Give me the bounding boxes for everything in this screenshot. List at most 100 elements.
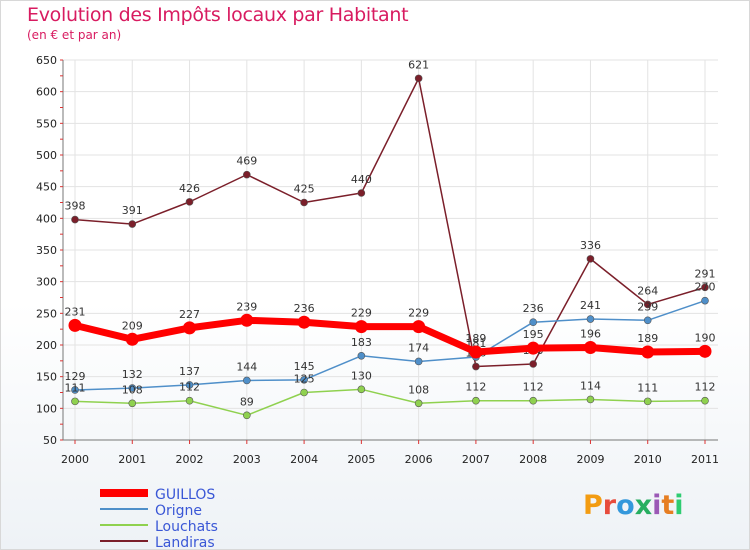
y-tick-label: 200 — [36, 339, 57, 352]
data-label-guillos: 189 — [637, 332, 658, 345]
series-line-origne — [74, 299, 706, 391]
data-point-origne — [586, 315, 595, 323]
data-label-louchats: 112 — [465, 381, 486, 394]
x-tick-label: 2002 — [176, 453, 204, 466]
data-label-louchats: 112 — [695, 381, 716, 394]
data-label-louchats: 108 — [408, 383, 429, 396]
y-tick-label: 350 — [36, 244, 57, 257]
logo-letter: i — [674, 490, 684, 521]
y-tick-label: 500 — [36, 149, 57, 162]
data-label-landiras: 621 — [408, 58, 429, 71]
data-point-louchats — [300, 388, 308, 397]
data-label-guillos: 209 — [122, 319, 143, 332]
data-point-louchats — [643, 397, 652, 406]
legend-label-landiras: Landiras — [155, 535, 215, 550]
data-label-guillos: 196 — [580, 328, 601, 341]
data-point-louchats — [71, 397, 79, 406]
series-line-landiras — [74, 77, 706, 368]
chart-title: Evolution des Impôts locaux par Habitant — [27, 4, 409, 26]
x-tick-label: 2004 — [290, 453, 318, 466]
data-label-origne: 174 — [408, 341, 429, 354]
data-point-louchats — [243, 411, 251, 420]
data-label-landiras: 291 — [695, 267, 716, 280]
data-label-guillos: 190 — [695, 331, 716, 344]
data-label-landiras: 391 — [122, 204, 143, 217]
x-tick-label: 2000 — [61, 453, 89, 466]
logo-letter: x — [634, 490, 653, 521]
data-label-guillos: 229 — [351, 307, 372, 320]
data-point-guillos — [469, 345, 483, 359]
data-point-origne — [643, 316, 652, 325]
data-point-guillos — [125, 332, 139, 346]
data-label-guillos: 239 — [236, 300, 257, 313]
data-label-origne: 129 — [65, 370, 86, 383]
data-point-guillos — [354, 320, 368, 334]
data-point-origne — [529, 318, 537, 327]
legend-label-guillos: GUILLOS — [155, 487, 215, 503]
x-tick-label: 2003 — [233, 453, 261, 466]
data-point-louchats — [529, 396, 537, 405]
data-point-landiras — [243, 170, 251, 179]
data-point-origne — [128, 384, 137, 392]
data-label-landiras: 425 — [294, 183, 315, 196]
data-label-landiras: 426 — [179, 182, 200, 195]
y-tick-label: 250 — [36, 307, 57, 320]
data-label-landiras: 469 — [236, 155, 257, 168]
data-label-louchats: 111 — [637, 381, 658, 394]
data-label-origne: 270 — [695, 281, 716, 294]
logo-letter: P — [583, 490, 603, 521]
data-point-guillos — [183, 321, 197, 335]
data-point-origne — [357, 351, 366, 360]
data-label-origne: 132 — [122, 368, 143, 381]
data-label-landiras: 440 — [351, 173, 372, 186]
data-label-landiras: 336 — [580, 239, 601, 252]
legend-label-louchats: Louchats — [155, 519, 218, 535]
proxiti-logo: Proxiti — [583, 490, 684, 521]
data-point-origne — [71, 386, 79, 394]
data-label-louchats: 111 — [65, 381, 86, 394]
data-label-guillos: 227 — [179, 308, 200, 321]
x-tick-label: 2005 — [347, 453, 375, 466]
x-tick-label: 2006 — [405, 453, 433, 466]
data-point-origne — [300, 376, 308, 384]
data-point-landiras — [643, 300, 652, 309]
x-tick-label: 2001 — [118, 453, 146, 466]
data-label-louchats: 125 — [294, 373, 315, 386]
data-point-guillos — [526, 341, 540, 355]
y-tick-label: 50 — [43, 434, 57, 447]
data-label-origne: 137 — [179, 365, 200, 378]
logo-letter: r — [602, 490, 617, 521]
x-tick-label: 2007 — [462, 453, 490, 466]
x-tick-label: 2009 — [576, 453, 604, 466]
data-point-landiras — [357, 189, 366, 197]
data-point-louchats — [414, 399, 423, 408]
chart-subtitle: (en € et par an) — [27, 28, 122, 42]
data-label-origne: 144 — [236, 360, 257, 373]
data-point-landiras — [185, 198, 194, 206]
data-point-landiras — [701, 283, 709, 292]
data-point-landiras — [414, 74, 423, 83]
data-label-guillos: 236 — [294, 302, 315, 315]
y-tick-label: 150 — [36, 371, 57, 384]
data-label-louchats: 114 — [580, 379, 601, 392]
data-label-louchats: 130 — [351, 369, 372, 382]
data-point-landiras — [71, 215, 79, 224]
data-point-louchats — [185, 396, 194, 405]
data-label-origne: 241 — [580, 299, 601, 312]
data-point-guillos — [297, 315, 311, 329]
legend-label-origne: Origne — [155, 503, 202, 519]
data-point-guillos — [641, 345, 655, 359]
data-point-landiras — [472, 362, 480, 371]
y-tick-label: 100 — [36, 402, 57, 415]
data-label-guillos: 229 — [408, 307, 429, 320]
series-line-guillos — [71, 316, 709, 356]
data-point-guillos — [698, 344, 712, 358]
data-label-origne: 145 — [294, 360, 315, 373]
data-point-landiras — [586, 255, 595, 263]
x-tick-label: 2008 — [519, 453, 547, 466]
data-point-guillos — [68, 318, 82, 332]
logo-letter: i — [652, 490, 662, 521]
data-point-louchats — [701, 396, 709, 405]
x-tick-label: 2010 — [634, 453, 662, 466]
y-tick-label: 400 — [36, 212, 57, 225]
